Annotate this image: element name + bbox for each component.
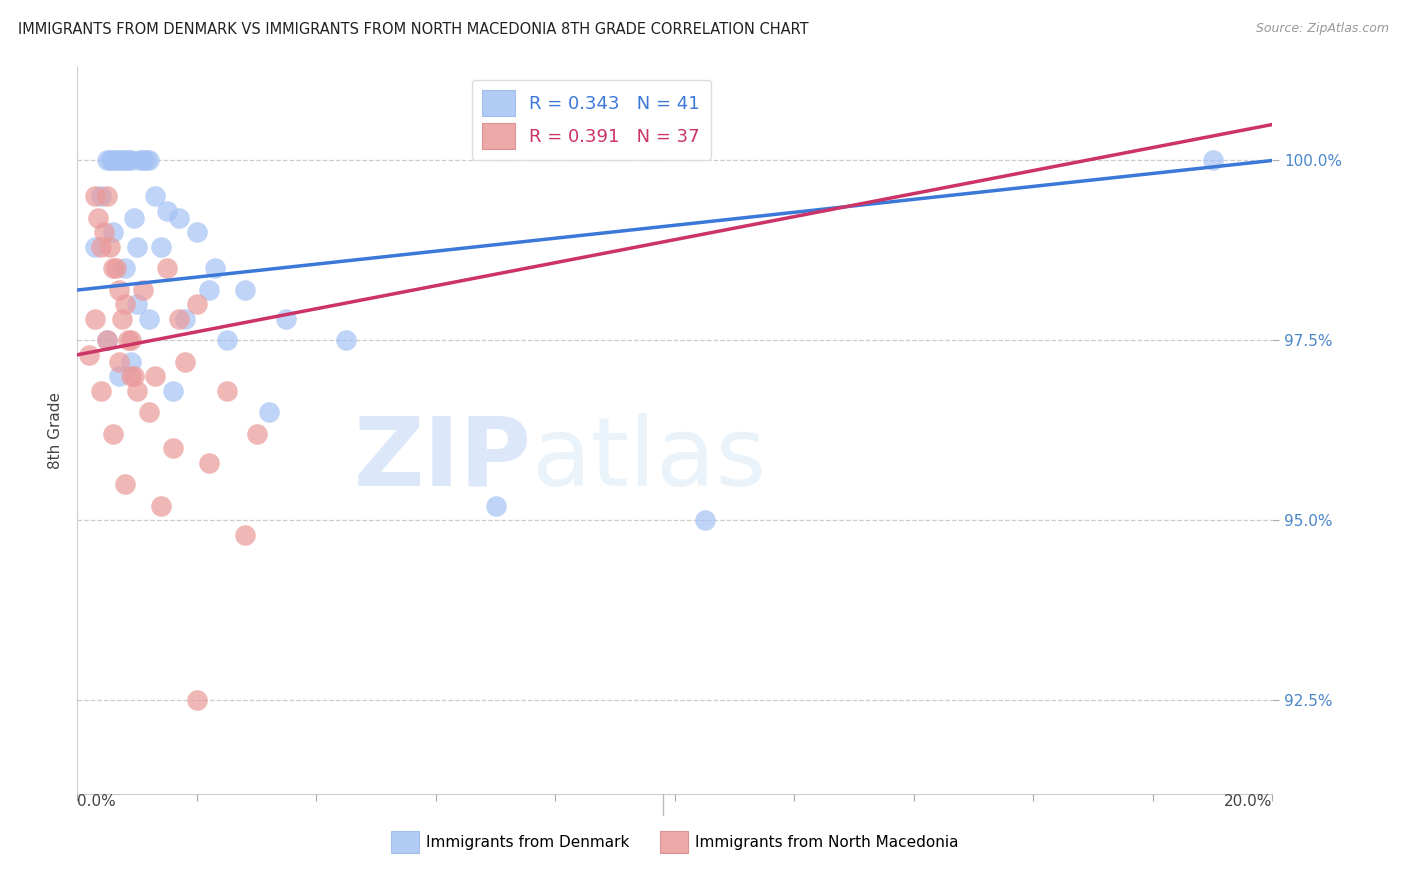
Point (167, 211, 190, 225)
Point (120, 369, 142, 384)
Point (96, 334, 118, 348)
Point (103, 261, 124, 276)
Point (156, 203, 179, 218)
Text: 0.0%: 0.0% (77, 794, 117, 809)
Point (122, 369, 145, 384)
Point (127, 384, 149, 398)
Point (103, 427, 124, 442)
Point (132, 283, 155, 297)
Point (103, 153, 124, 168)
Point (233, 528, 256, 542)
Point (108, 369, 131, 384)
Point (150, 240, 173, 254)
Point (186, 693, 208, 707)
Point (98, 240, 121, 254)
Point (198, 456, 221, 470)
Point (167, 311, 190, 326)
Point (138, 311, 160, 326)
Text: Source: ZipAtlas.com: Source: ZipAtlas.com (1256, 22, 1389, 36)
Point (114, 153, 136, 168)
Point (1202, 153, 1225, 168)
Point (96, 189, 118, 203)
Point (129, 153, 152, 168)
Point (276, 311, 298, 326)
Point (132, 153, 155, 168)
Point (120, 153, 142, 168)
Point (135, 153, 157, 168)
Point (114, 261, 136, 276)
Point (111, 311, 134, 326)
Point (127, 297, 149, 311)
Point (108, 153, 131, 168)
Point (96, 153, 118, 168)
Point (117, 153, 139, 168)
Point (105, 261, 128, 276)
Point (84, 311, 107, 326)
Point (108, 355, 131, 369)
Point (150, 499, 173, 513)
Point (204, 261, 226, 276)
Point (233, 283, 256, 297)
Point (174, 311, 197, 326)
Legend: Immigrants from Denmark, Immigrants from North Macedonia: Immigrants from Denmark, Immigrants from… (385, 825, 965, 859)
Point (120, 334, 142, 348)
Point (138, 405, 160, 419)
Point (96, 334, 118, 348)
Point (117, 334, 139, 348)
Point (127, 240, 149, 254)
Point (156, 261, 179, 276)
Point (87, 211, 110, 225)
Point (84, 189, 107, 203)
Point (215, 334, 238, 348)
Point (103, 226, 124, 240)
Point (485, 499, 508, 513)
Point (105, 153, 128, 168)
Point (98, 153, 121, 168)
Point (114, 477, 136, 491)
Point (114, 297, 136, 311)
Point (198, 283, 221, 297)
Point (122, 211, 145, 225)
Text: atlas: atlas (531, 413, 766, 506)
Point (90, 189, 112, 203)
Point (186, 226, 208, 240)
Point (138, 153, 160, 168)
Text: 20.0%: 20.0% (1225, 794, 1272, 809)
Y-axis label: 8th Grade: 8th Grade (48, 392, 63, 469)
Point (120, 355, 142, 369)
Point (215, 384, 238, 398)
Point (90, 240, 112, 254)
Point (79, 348, 101, 362)
Point (174, 355, 197, 369)
Point (162, 442, 184, 456)
Text: ZIP: ZIP (353, 413, 531, 506)
Point (108, 283, 131, 297)
Point (143, 189, 166, 203)
Point (693, 513, 716, 527)
Point (84, 240, 107, 254)
Point (186, 297, 208, 311)
Point (93, 226, 115, 240)
Point (335, 334, 357, 348)
Point (90, 384, 112, 398)
Point (111, 153, 134, 168)
Text: IMMIGRANTS FROM DENMARK VS IMMIGRANTS FROM NORTH MACEDONIA 8TH GRADE CORRELATION: IMMIGRANTS FROM DENMARK VS IMMIGRANTS FR… (18, 22, 808, 37)
Point (162, 384, 184, 398)
Point (143, 369, 166, 384)
Point (257, 405, 280, 419)
Point (246, 427, 269, 442)
